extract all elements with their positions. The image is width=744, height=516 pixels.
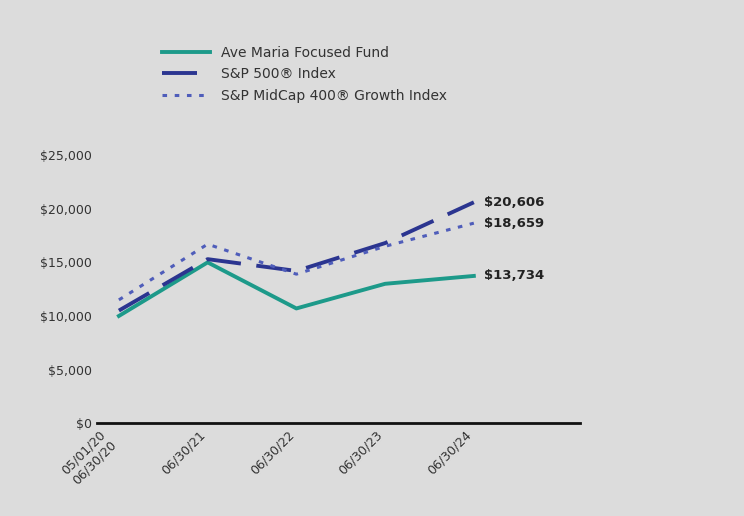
Text: $18,659: $18,659 — [484, 217, 545, 230]
Legend: Ave Maria Focused Fund, S&P 500® Index, S&P MidCap 400® Growth Index: Ave Maria Focused Fund, S&P 500® Index, … — [161, 45, 447, 103]
Text: $20,606: $20,606 — [484, 196, 545, 209]
Text: $13,734: $13,734 — [484, 269, 545, 282]
